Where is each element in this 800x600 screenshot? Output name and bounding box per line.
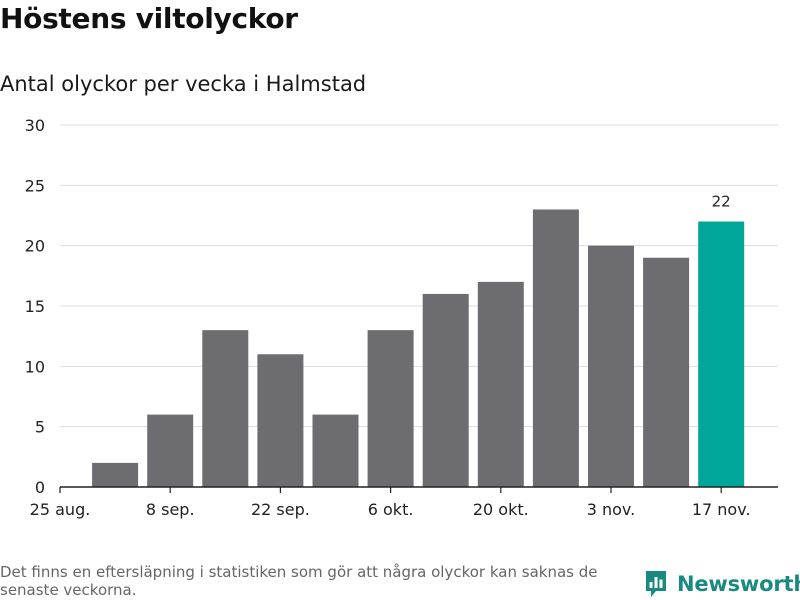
y-tick-label-30: 30 [25, 116, 45, 135]
chart-subtitle: Antal olyckor per vecka i Halmstad [0, 72, 367, 96]
newsworthy-logo-icon [646, 571, 666, 597]
bar-27-okt[interactable] [532, 209, 579, 487]
y-tick-label-5: 5 [35, 418, 45, 437]
bar-15-sep[interactable] [202, 330, 249, 487]
x-tick-label-0: 25 aug. [30, 500, 91, 519]
bar-8-sep[interactable] [147, 414, 194, 487]
x-tick-label-12: 17 nov. [692, 500, 751, 519]
bar-22-sep[interactable] [257, 354, 304, 487]
x-tick-label-4: 22 sep. [251, 500, 310, 519]
bar-29-sep[interactable] [312, 414, 359, 487]
x-tick-label-2: 8 sep. [146, 500, 195, 519]
y-tick-label-10: 10 [25, 357, 45, 376]
brand-name: Newsworthy [677, 572, 800, 596]
chart-title: Höstens viltolyckor [0, 2, 298, 35]
bar-chart: 0 5 10 15 20 25 30 25 aug. 8 sep. 22 sep. 6 okt. 20… [25, 116, 778, 519]
bar-10-nov[interactable] [643, 257, 690, 487]
data-label-12: 22 [712, 193, 731, 211]
bar-20-okt[interactable] [477, 281, 524, 487]
y-tick-label-25: 25 [25, 176, 45, 195]
bar-3-nov[interactable] [588, 245, 634, 487]
y-tick-label-0: 0 [35, 478, 45, 497]
y-tick-label-20: 20 [25, 237, 45, 256]
y-tick-label-15: 15 [25, 297, 45, 316]
bar-6-okt[interactable] [367, 330, 414, 487]
bar-17-nov[interactable] [698, 221, 745, 488]
footnote: Det finns en eftersläpning i statistiken… [0, 563, 598, 599]
x-tick-label-6: 6 okt. [368, 500, 414, 519]
bar-1-sep[interactable] [92, 462, 139, 487]
brand[interactable]: Newsworthy [644, 568, 800, 600]
x-tick-label-10: 3 nov. [587, 500, 636, 519]
x-tick-label-8: 20 okt. [473, 500, 529, 519]
bar-13-okt[interactable] [422, 293, 469, 487]
